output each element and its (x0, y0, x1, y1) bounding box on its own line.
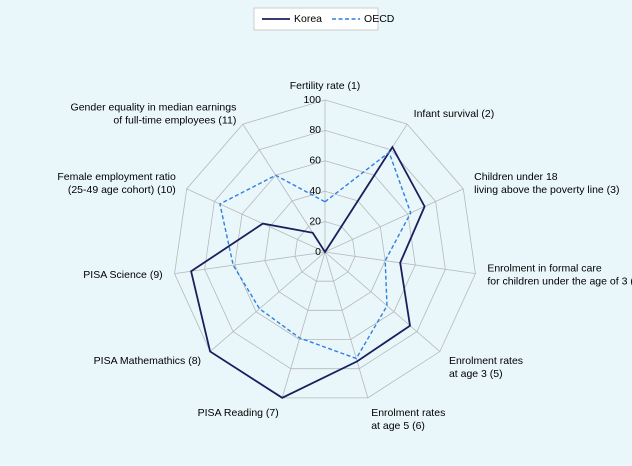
spoke (324, 251, 441, 352)
r-tick-label: 0 (315, 246, 321, 258)
grid-ring (264, 190, 386, 311)
series-line (190, 145, 426, 399)
r-tick-label: 60 (309, 155, 321, 167)
grid-ring (294, 221, 356, 282)
r-tick-label: 80 (309, 124, 321, 136)
r-tick-label: 20 (309, 215, 321, 227)
legend-label: OECD (364, 13, 395, 25)
spoke (174, 251, 326, 275)
legend-box (253, 7, 379, 31)
category-label: PISA Mathemathics (8) (94, 355, 201, 367)
category-label: PISA Science (9) (83, 269, 162, 281)
legend-label: Korea (294, 13, 322, 25)
category-label: Gender equality in median earnings (71, 101, 237, 113)
spoke (186, 188, 326, 253)
spoke (242, 123, 326, 253)
grid-ring (204, 129, 446, 370)
grid-ring (234, 160, 416, 340)
category-label: at age 5 (6) (371, 420, 425, 432)
category-label: Children under 18 (474, 171, 558, 183)
grid-ring (174, 99, 476, 399)
category-label: Female employment ratio (57, 171, 176, 183)
legend: Korea OECD (253, 7, 395, 31)
category-label: Enrolment rates (449, 355, 523, 367)
spoke (324, 251, 369, 398)
spoke (281, 251, 326, 398)
category-label: of full-time employees (11) (113, 114, 236, 126)
category-label: for children under the age of 3 (4) (487, 276, 632, 288)
category-label: Enrolment rates (371, 407, 445, 419)
spoke (324, 188, 464, 253)
r-tick-label: 40 (309, 185, 321, 197)
category-label: Enrolment in formal care (487, 263, 602, 275)
r-tick-label: 100 (303, 94, 321, 106)
category-label: Fertility rate (1) (290, 80, 361, 92)
spoke (209, 251, 326, 352)
category-label: Infant survival (2) (414, 108, 495, 120)
category-label: PISA Reading (7) (198, 407, 279, 419)
category-label: (25-49 age cohort) (10) (68, 184, 176, 196)
category-label: at age 3 (5) (449, 368, 503, 380)
category-label: living above the poverty line (3) (474, 184, 619, 196)
